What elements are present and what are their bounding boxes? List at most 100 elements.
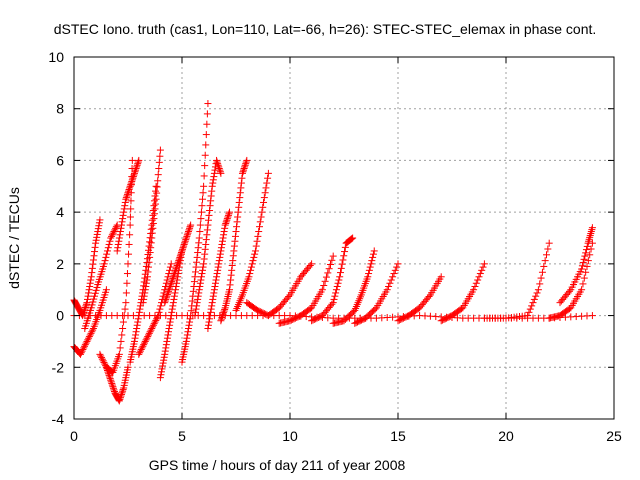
data-point xyxy=(115,234,123,242)
data-point xyxy=(583,262,591,270)
data-point xyxy=(214,263,222,271)
data-point xyxy=(182,234,190,242)
data-point xyxy=(202,131,210,139)
data-point xyxy=(87,276,95,284)
data-point xyxy=(102,253,110,261)
data-point xyxy=(119,211,127,219)
data-point xyxy=(213,270,221,278)
data-point xyxy=(194,292,202,300)
data-point xyxy=(185,226,193,234)
data-point xyxy=(155,165,163,173)
data-point xyxy=(156,152,164,160)
data-point xyxy=(154,177,162,185)
data-point xyxy=(126,231,134,239)
data-point xyxy=(222,218,230,226)
data-point xyxy=(242,158,250,166)
data-point xyxy=(579,259,587,267)
data-point xyxy=(195,239,203,247)
data-point xyxy=(364,273,372,281)
data-point xyxy=(177,249,185,257)
data-point xyxy=(332,289,340,297)
y-tick-label: 10 xyxy=(48,49,64,65)
data-point xyxy=(369,250,377,258)
data-point xyxy=(254,232,262,240)
data-point xyxy=(116,394,124,402)
data-point xyxy=(125,187,133,195)
data-point xyxy=(348,235,356,243)
data-point xyxy=(76,350,84,358)
data-point xyxy=(155,158,163,166)
data-point xyxy=(222,219,230,227)
data-point xyxy=(331,292,339,300)
data-point xyxy=(189,287,197,295)
data-point xyxy=(149,323,157,331)
data-point xyxy=(122,289,130,297)
data-point xyxy=(141,337,149,345)
data-point xyxy=(149,219,157,227)
data-point xyxy=(236,194,244,202)
data-point xyxy=(173,261,181,269)
data-point xyxy=(204,216,212,224)
data-point xyxy=(216,250,224,258)
data-point xyxy=(139,342,147,350)
data-point xyxy=(168,308,176,316)
data-point xyxy=(236,189,244,197)
data-point xyxy=(220,309,228,317)
data-point xyxy=(123,192,131,200)
data-point xyxy=(116,344,124,352)
data-point xyxy=(239,168,247,176)
data-point xyxy=(383,286,391,294)
data-point xyxy=(118,390,126,398)
data-point xyxy=(108,379,116,387)
data-point xyxy=(216,166,224,174)
data-point xyxy=(168,305,176,313)
data-point xyxy=(208,302,216,310)
data-point xyxy=(174,260,182,268)
data-point xyxy=(199,195,207,203)
data-point xyxy=(437,273,445,281)
data-point xyxy=(102,363,110,371)
data-point xyxy=(210,286,218,294)
data-point xyxy=(166,266,174,274)
data-point xyxy=(318,286,326,294)
data-point xyxy=(183,334,191,342)
data-point xyxy=(192,305,200,313)
x-tick-label: 15 xyxy=(390,428,406,444)
data-point xyxy=(184,229,192,237)
data-point xyxy=(157,368,165,376)
data-point xyxy=(161,297,169,305)
data-point xyxy=(120,208,128,216)
data-point xyxy=(221,224,229,232)
data-point xyxy=(234,213,242,221)
data-point xyxy=(241,163,249,171)
data-point xyxy=(425,293,433,301)
data-point xyxy=(190,282,198,290)
data-point xyxy=(84,295,91,303)
data-point xyxy=(259,203,267,211)
data-point xyxy=(116,395,124,403)
data-point xyxy=(148,229,156,237)
data-point xyxy=(365,270,373,278)
data-point xyxy=(199,263,207,271)
data-point xyxy=(145,329,153,337)
data-point xyxy=(210,289,218,297)
data-point xyxy=(227,271,235,279)
data-point xyxy=(106,373,114,381)
data-point xyxy=(204,221,212,229)
data-point xyxy=(202,240,210,248)
data-point xyxy=(529,299,537,307)
data-point xyxy=(218,240,226,248)
data-point xyxy=(77,349,85,357)
data-point xyxy=(166,321,174,329)
data-point xyxy=(190,278,198,286)
data-point xyxy=(158,365,166,373)
data-point xyxy=(147,239,155,247)
data-point xyxy=(207,192,215,200)
data-point xyxy=(150,210,158,218)
data-point xyxy=(133,161,141,169)
data-point xyxy=(107,376,115,384)
data-point xyxy=(192,268,199,276)
data-point xyxy=(126,182,134,190)
chart-title: dSTEC Iono. truth (cas1, Lon=110, Lat=-6… xyxy=(54,21,597,37)
data-point xyxy=(335,276,343,284)
